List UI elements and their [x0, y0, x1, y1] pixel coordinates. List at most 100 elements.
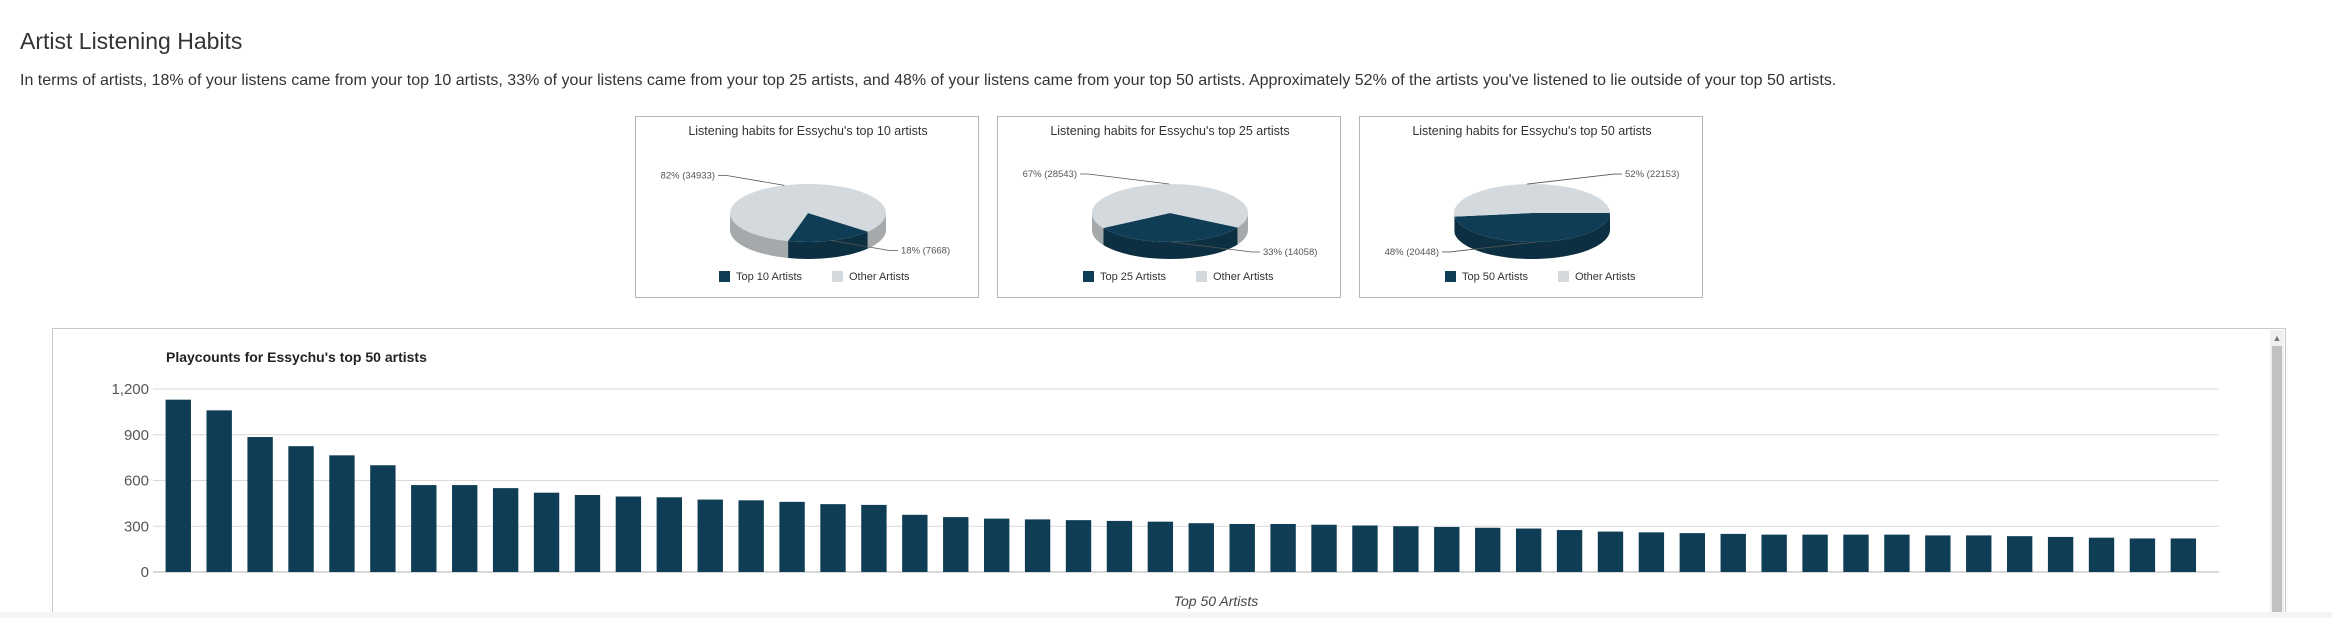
legend-swatch — [1445, 271, 1456, 282]
legend-item: Top 10 Artists — [719, 271, 803, 283]
bar — [820, 504, 846, 572]
pie-legend: Top 50 Artists Other Artists — [1445, 271, 1636, 283]
pie-slice-side — [1092, 213, 1104, 246]
bar — [2006, 536, 2033, 572]
pie-slice-side — [788, 231, 868, 259]
y-tick-label: 900 — [124, 427, 149, 444]
bar — [1434, 527, 1460, 572]
pie-slice-side — [1454, 213, 1455, 234]
pie-slice-side — [730, 213, 789, 259]
bar — [943, 517, 969, 572]
bar — [1761, 534, 1787, 572]
pie-leader-line — [1170, 241, 1260, 253]
legend-label: Top 25 Artists — [1100, 271, 1167, 283]
legend-item: Other Artists — [832, 271, 910, 283]
pie-data-label: 67% (28543) — [1023, 169, 1170, 185]
legend-swatch — [832, 271, 843, 282]
pie-title: Listening habits for Essychu's top 50 ar… — [1412, 124, 1651, 138]
y-tick-label: 300 — [124, 518, 149, 535]
bar — [533, 492, 560, 572]
pie-data-label: 48% (20448) — [1385, 241, 1537, 258]
pie-slice-side — [1103, 227, 1238, 259]
pie-label-text: 82% (34933) — [661, 170, 715, 181]
pie-data-label: 18% (7668) — [831, 240, 950, 257]
pie-slice — [1103, 213, 1238, 242]
bar — [1802, 534, 1828, 572]
pie-legend: Top 10 Artists Other Artists — [719, 271, 910, 283]
pie-slice — [730, 184, 886, 242]
bar — [1229, 523, 1255, 572]
bar — [615, 496, 642, 572]
bar — [983, 518, 1010, 572]
legend-label: Other Artists — [849, 271, 910, 283]
bar — [1188, 523, 1214, 572]
bar — [1884, 534, 1910, 572]
bar — [861, 504, 887, 572]
bar — [1966, 535, 1992, 572]
legend-item: Other Artists — [1196, 271, 1274, 283]
pie-svg: Listening habits for Essychu's top 25 ar… — [1023, 124, 1318, 283]
bar — [1720, 533, 1746, 572]
pie-svg: Listening habits for Essychu's top 10 ar… — [661, 124, 951, 283]
bar — [902, 514, 928, 572]
legend-item: Top 25 Artists — [1083, 271, 1167, 283]
pie-chart-top-25: Listening habits for Essychu's top 25 ar… — [997, 116, 1341, 298]
pie-label-text: 67% (28543) — [1023, 169, 1077, 180]
pie-label-text: 52% (22153) — [1625, 169, 1679, 180]
summary-text: In terms of artists, 18% of your listens… — [20, 72, 1837, 89]
pie-data-label: 52% (22153) — [1527, 169, 1679, 185]
y-tick-label: 600 — [124, 473, 149, 490]
bar — [1106, 520, 1133, 572]
pie-leader-line — [1527, 173, 1622, 185]
bottom-strip — [0, 612, 2332, 618]
y-tick-label: 1,200 — [111, 381, 149, 398]
legend-item: Top 50 Artists — [1445, 271, 1529, 283]
pie-leader-line — [1080, 173, 1170, 185]
pie-leader-line — [718, 174, 785, 186]
bar — [288, 446, 314, 572]
bar — [247, 437, 273, 572]
legend-label: Top 10 Artists — [736, 271, 803, 283]
pie-slice — [1454, 213, 1610, 242]
bar — [206, 410, 232, 572]
bar — [1352, 525, 1378, 572]
bar — [2170, 538, 2197, 572]
legend-item: Other Artists — [1558, 271, 1636, 283]
bar — [1597, 531, 1624, 572]
y-tick-label: 0 — [141, 564, 149, 581]
bar — [411, 485, 437, 572]
legend-swatch — [1196, 271, 1207, 282]
bar — [1556, 530, 1583, 572]
bar — [656, 497, 682, 572]
legend-label: Other Artists — [1213, 271, 1274, 283]
bar — [1311, 524, 1337, 572]
x-axis-label: Top 50 Artists — [1174, 593, 1259, 609]
bar — [1679, 533, 1705, 572]
pie-chart-top-50: Listening habits for Essychu's top 50 ar… — [1359, 116, 1703, 298]
scroll-up-icon[interactable]: ▲ — [2272, 333, 2282, 343]
bar — [165, 399, 191, 572]
bar-svg: Playcounts for Essychu's top 50 artists 0… — [111, 349, 2219, 609]
bar — [1393, 526, 1419, 572]
bar-chart-playcounts: Playcounts for Essychu's top 50 artists 0… — [52, 328, 2286, 618]
bar — [1925, 535, 1951, 572]
page-title: Artist Listening Habits — [20, 28, 243, 54]
pie-slice-side — [867, 213, 886, 249]
legend-label: Top 50 Artists — [1462, 271, 1529, 283]
scrollbar-thumb[interactable] — [2272, 346, 2282, 618]
bar — [370, 465, 396, 572]
pie-svg: Listening habits for Essychu's top 50 ar… — [1385, 124, 1680, 283]
pie-slice-side — [1454, 213, 1610, 259]
legend-swatch — [1558, 271, 1569, 282]
bar — [492, 488, 519, 572]
bar — [329, 455, 355, 572]
bar-chart-title: Playcounts for Essychu's top 50 artists — [166, 349, 427, 365]
bar — [452, 485, 478, 572]
pie-slice-side — [1237, 213, 1248, 245]
pie-title: Listening habits for Essychu's top 25 ar… — [1050, 124, 1289, 138]
bar — [1270, 523, 1296, 572]
pie-label-text: 33% (14058) — [1263, 247, 1317, 258]
pie-slice — [1454, 184, 1610, 217]
bar — [1024, 519, 1051, 572]
bar — [2129, 538, 2156, 572]
